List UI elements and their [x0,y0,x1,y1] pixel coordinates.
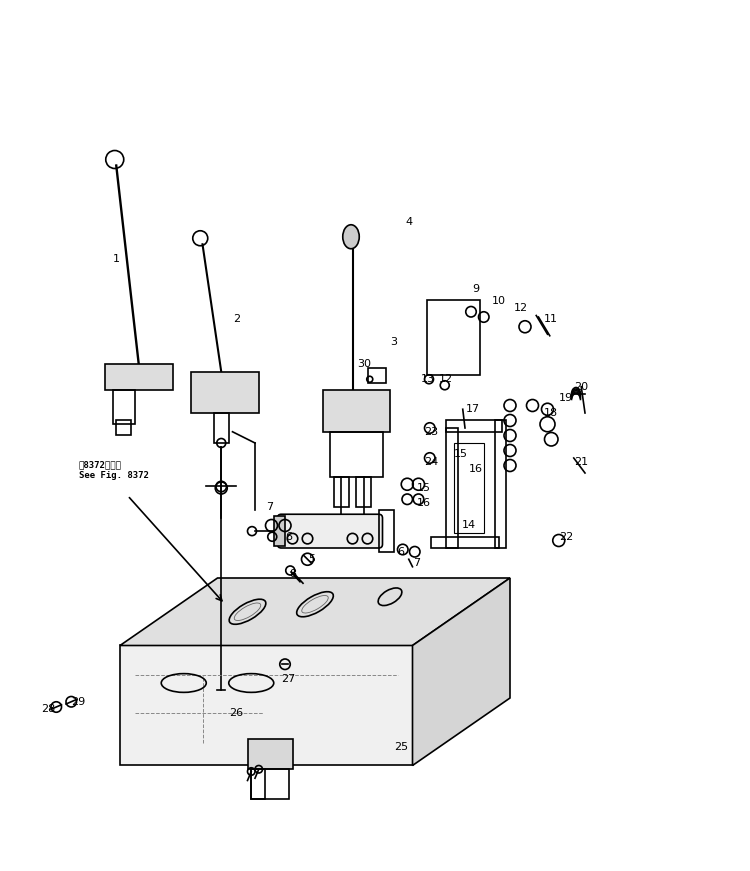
Bar [431,537,499,548]
Text: 3: 3 [390,337,398,347]
Bar [427,300,480,375]
Bar [116,421,131,436]
Bar [454,443,484,533]
Bar [214,413,229,443]
Text: 1: 1 [112,254,120,264]
Text: 12: 12 [440,375,453,384]
Polygon shape [413,578,510,766]
Polygon shape [120,578,510,645]
Text: 23: 23 [424,427,438,436]
Text: 6: 6 [285,532,292,542]
Bar [191,372,259,413]
Text: 27: 27 [282,674,296,685]
Text: 16: 16 [470,464,483,474]
Text: 5: 5 [308,554,315,564]
Text: 19: 19 [560,393,573,403]
Bar [112,390,135,424]
Text: 7: 7 [413,558,420,568]
Text: 11: 11 [544,314,558,324]
Text: 15: 15 [454,449,468,459]
Text: 9: 9 [472,284,480,294]
Bar [274,516,285,546]
Bar [446,421,503,432]
Text: 7: 7 [266,502,274,512]
Bar [248,739,292,769]
Bar [105,364,172,390]
Text: 16: 16 [417,498,430,508]
Bar [251,769,265,800]
Text: 2: 2 [232,314,240,324]
Bar [368,368,386,383]
Text: 25: 25 [394,742,408,752]
Text: 8: 8 [289,570,296,579]
Text: 17: 17 [466,404,479,415]
Bar [495,421,506,548]
Text: See Fig. 8372: See Fig. 8372 [79,471,148,481]
Bar [251,769,289,800]
Text: 図8372図参照: 図8372図参照 [79,460,122,469]
Text: 20: 20 [574,381,588,392]
Text: 15: 15 [417,483,430,493]
Ellipse shape [343,225,359,249]
Bar [334,476,349,507]
Text: 30: 30 [357,359,370,369]
Text: 14: 14 [462,521,476,530]
Text: 29: 29 [72,697,86,706]
Text: 4: 4 [405,217,412,226]
Bar [356,476,371,507]
Polygon shape [120,645,412,766]
FancyBboxPatch shape [278,514,382,548]
Text: 10: 10 [492,295,506,306]
Bar [322,390,390,432]
Bar [446,428,458,548]
Text: 13: 13 [421,375,434,384]
Text: 22: 22 [559,532,573,542]
Bar [379,510,394,551]
Text: 12: 12 [514,303,528,313]
Text: 26: 26 [230,708,243,718]
Text: 21: 21 [574,456,588,467]
Text: 6: 6 [398,547,405,557]
Text: 24: 24 [424,456,438,467]
Text: 28: 28 [42,705,56,714]
Bar [330,432,382,476]
Text: 18: 18 [544,408,558,418]
